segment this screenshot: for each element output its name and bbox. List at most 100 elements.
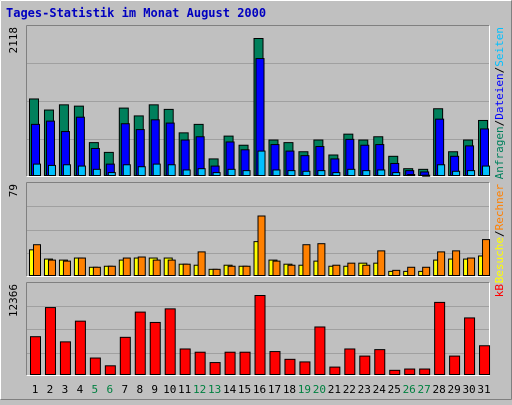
bar-rechner [407, 266, 416, 277]
bar-seiten [33, 163, 41, 176]
bar-rechner [287, 264, 296, 277]
bar-seiten [347, 168, 356, 176]
x-axis-day-label: 16 [253, 383, 266, 396]
bar-seiten [452, 170, 461, 177]
bar-kb [314, 326, 326, 375]
bar-seiten [137, 166, 146, 176]
bar-rechner [302, 244, 311, 277]
y-axis-max-label: 2118 [7, 27, 20, 54]
x-axis-day-label: 24 [373, 383, 387, 396]
bar-seiten [107, 172, 116, 177]
bar-seiten [332, 172, 341, 177]
bar-kb [329, 366, 341, 376]
bar-seiten [197, 168, 206, 177]
x-axis-day-label: 13 [208, 383, 221, 396]
bar-rechner [92, 266, 101, 277]
bar-rechner [362, 264, 371, 277]
x-axis-day-label: 11 [178, 383, 191, 396]
x-axis-day-label: 26 [403, 383, 416, 396]
x-axis-day-label: 20 [313, 383, 326, 396]
bar-seiten [122, 164, 131, 177]
bar-seiten [47, 164, 56, 176]
bar-kb [359, 355, 371, 376]
bar-seiten [62, 164, 71, 177]
bar-seiten [317, 170, 326, 176]
bars-hits [29, 38, 491, 177]
x-axis-day-label: 2 [47, 383, 54, 396]
bar-kb [374, 349, 386, 375]
x-axis-day-label: 3 [62, 383, 69, 396]
bar-kb [30, 336, 41, 376]
bar-rechner [317, 243, 326, 277]
bar-kb [104, 365, 116, 375]
legend-separator: / [493, 67, 506, 74]
bar-rechner [77, 257, 86, 277]
bar-kb [179, 348, 191, 375]
chart-panels: 2118Anfragen/Dateien/Seiten79Besuche/Rec… [7, 25, 506, 376]
x-axis-day-label: 8 [136, 383, 143, 396]
bar-kb [119, 336, 131, 376]
bar-seiten [152, 163, 161, 176]
y-axis-max-label: 79 [7, 184, 20, 197]
bar-seiten [392, 172, 401, 177]
bar-seiten [242, 170, 251, 176]
panel-legend: kB [493, 284, 506, 298]
x-axis-day-labels: 1 2 3 4 5 6 7 8 9 10 11 12 13 14 15 16 17 18 19 20 21 22 23 24 2… [32, 383, 491, 396]
bar-kb [194, 351, 206, 375]
bar-rechner [167, 259, 176, 277]
x-axis-day-label: 31 [477, 383, 490, 396]
bar-seiten [227, 168, 236, 176]
bar-seiten [302, 170, 311, 177]
bar-kb [299, 361, 311, 376]
bar-rechner [47, 259, 56, 277]
bar-rechner [392, 269, 401, 277]
bar-seiten [182, 169, 191, 177]
bar-rechner [197, 251, 206, 277]
bar-kb [134, 311, 146, 375]
bar-seiten [362, 170, 371, 176]
bar-rechner [227, 265, 236, 276]
bar-rechner [482, 239, 491, 276]
x-axis-day-label: 9 [151, 383, 158, 396]
bar-rechner [452, 250, 461, 277]
x-axis-day-label: 19 [298, 383, 311, 396]
bar-kb [89, 357, 101, 375]
bar-seiten [407, 174, 416, 177]
bar-kb [389, 369, 401, 376]
legend-entry: Seiten [493, 27, 506, 67]
x-axis-day-label: 23 [358, 383, 371, 396]
legend-entry: Dateien [493, 73, 506, 119]
bar-rechner [137, 256, 146, 276]
x-axis-day-label: 6 [107, 383, 114, 396]
x-axis-day-label: 29 [447, 383, 460, 396]
legend-entry: Rechner [493, 184, 506, 231]
bar-kb [344, 348, 356, 375]
x-axis-day-label: 7 [121, 383, 128, 396]
bars-visits [29, 215, 491, 277]
bar-seiten [92, 168, 101, 176]
bar-seiten [77, 165, 86, 177]
bar-seiten [167, 164, 176, 177]
bar-seiten [482, 165, 491, 177]
bar-kb [449, 355, 461, 376]
bar-rechner [272, 260, 281, 276]
bar-kb [149, 321, 161, 376]
bar-rechner [182, 263, 191, 276]
bar-kb [434, 301, 446, 375]
legend-entry: Anfragen [493, 126, 506, 179]
bar-rechner [212, 268, 221, 276]
x-axis-day-label: 18 [283, 383, 296, 396]
bar-kb [224, 351, 236, 375]
bar-rechner [62, 260, 71, 276]
bar-kb [164, 308, 176, 376]
x-axis-day-label: 22 [343, 383, 356, 396]
x-axis-day-label: 4 [77, 383, 84, 396]
bar-kb [479, 345, 491, 376]
x-axis-day-label: 21 [328, 383, 341, 396]
bar-rechner [152, 259, 161, 277]
bar-kb [59, 341, 71, 376]
bar-seiten [422, 174, 431, 177]
panel-legend: Besuche/Rechner [493, 184, 506, 284]
bar-seiten [272, 169, 281, 177]
